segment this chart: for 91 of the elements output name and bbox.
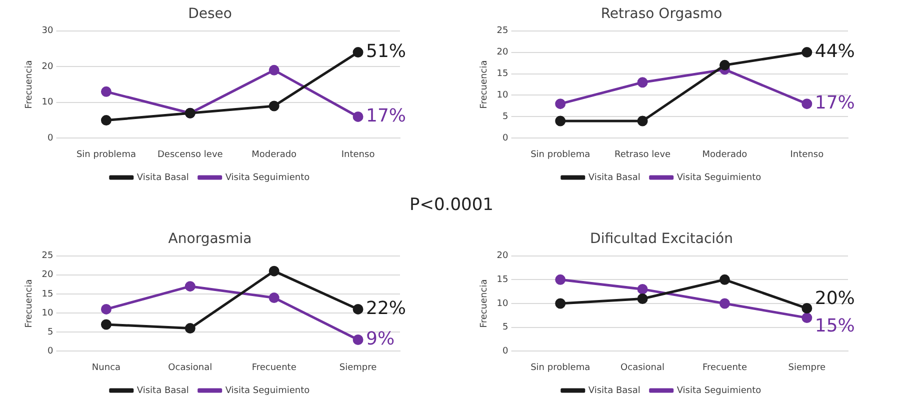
point [352,111,364,122]
legend-label: Visita Seguimiento [676,172,762,183]
y-tick-label: 5 [502,322,508,333]
chart-title: Deseo [188,6,232,22]
point [184,323,196,334]
point [268,64,280,76]
point [637,116,648,126]
y-tick-label: 10 [42,98,54,108]
y-tick-label: 20 [42,62,54,72]
x-tick-label: Intenso [790,150,824,160]
y-tick-label: 10 [42,308,54,318]
legend-label: Visita Basal [136,386,189,396]
point [184,281,196,292]
point [802,303,812,314]
point [268,292,280,304]
legend-label: Visita Basal [588,172,640,183]
legend-label: Visita Basal [588,386,640,396]
y-axis-title: Frecuencia [480,279,490,328]
annotation: 20% [814,288,855,309]
x-tick-label: Frecuente [252,362,297,373]
x-tick-label: Intenso [341,150,376,160]
annotation: 17% [814,92,855,114]
annotation: 15% [814,315,855,336]
point [719,60,730,70]
point [100,304,112,314]
legend-label: Visita Seguimiento [225,386,310,396]
y-tick-label: 10 [496,298,509,309]
x-tick-label: Moderado [702,150,748,160]
annotation: 51% [366,40,406,62]
point [802,47,812,58]
y-tick-label: 0 [502,346,509,357]
legend-label: Visita Seguimiento [676,386,762,396]
annotation: 17% [366,105,406,126]
y-tick-label: 10 [496,90,509,101]
y-tick-label: 15 [496,69,508,80]
legend-label: Visita Seguimiento [225,172,310,183]
point [100,115,112,126]
point [268,266,280,276]
y-tick-label: 5 [502,112,508,122]
x-tick-label: Siempre [339,362,378,373]
x-tick-label: Retraso leve [614,150,672,160]
annotation: 22% [366,298,406,319]
x-tick-label: Ocasional [620,362,665,373]
x-tick-label: Sin problema [530,150,590,160]
y-tick-label: 25 [496,26,508,36]
point [637,77,648,88]
text: P<0.0001 [408,195,494,215]
x-tick-label: Descenso leve [158,150,224,160]
x-tick-label: Ocasional [168,362,212,373]
x-tick-label: Sin problema [530,362,590,373]
y-axis-title: Frecuencia [24,60,35,109]
point [555,274,566,285]
x-tick-label: Moderado [252,150,298,160]
point [802,98,812,110]
y-tick-label: 15 [496,274,508,285]
point [637,284,648,294]
y-tick-label: 0 [48,346,54,357]
point [100,319,112,330]
y-tick-label: 5 [48,327,54,338]
chart-title: Dificultad Excitación [590,231,733,248]
point [352,304,364,314]
point [719,274,730,285]
point [100,86,112,97]
annotation: 9% [366,328,395,350]
point [555,98,566,110]
legend-label: Visita Basal [136,172,189,183]
point [637,293,648,304]
point [352,47,364,58]
x-tick-label: Nunca [92,362,121,373]
y-tick-label: 20 [496,251,509,262]
y-axis-title: Frecuencia [24,279,35,328]
annotation: 44% [814,40,855,62]
y-tick-label: 0 [48,134,54,144]
point [555,298,566,309]
point [268,100,280,112]
point [719,298,730,309]
y-tick-label: 15 [42,289,54,300]
x-tick-label: Sin problema [76,150,136,160]
x-tick-label: Frecuente [702,362,748,373]
y-tick-label: 20 [42,270,54,280]
x-tick-label: Siempre [788,362,826,373]
point [352,334,364,345]
y-tick-label: 30 [42,26,54,36]
chart-title: Retraso Orgasmo [600,6,722,22]
y-tick-label: 25 [42,251,54,262]
y-tick-label: 20 [496,48,509,58]
point [555,116,566,126]
chart-title: Anorgasmia [168,231,252,248]
y-tick-label: 0 [502,134,509,144]
point [802,312,812,324]
y-axis-title: Frecuencia [480,60,490,109]
